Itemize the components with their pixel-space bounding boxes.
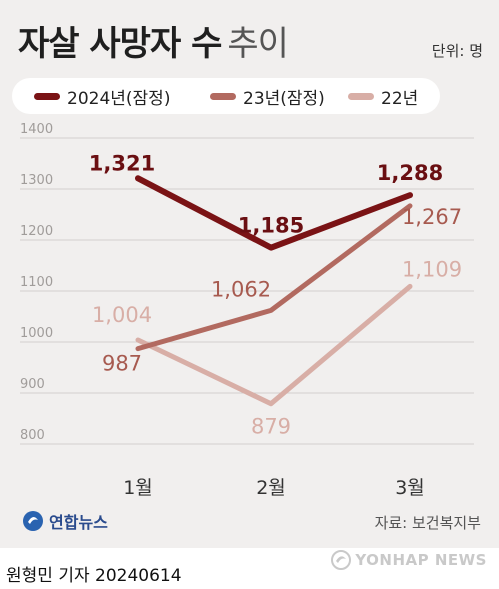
legend-label-2023: 23년(잠정) (243, 88, 325, 109)
x-tick-label: 2월 (256, 477, 286, 499)
legend-label-2024: 2024년(잠정) (67, 88, 171, 109)
agency-brand: 연합뉴스 (22, 509, 108, 533)
agency-name: 연합뉴스 (49, 513, 108, 532)
series-line (135, 283, 413, 407)
data-label: 1,185 (238, 214, 304, 238)
byline: 원형민 기자 20240614 (6, 566, 182, 586)
legend-swatch-2023 (210, 92, 236, 100)
y-tick-label: 1300 (20, 173, 53, 188)
data-label: 1,062 (211, 277, 271, 301)
data-label: 1,109 (402, 257, 462, 281)
watermark-text: YONHAP NEWS (355, 551, 487, 569)
title-text: 자살 사망자 수 (18, 24, 222, 64)
yonhap-logo-icon (23, 511, 43, 531)
legend-item-2022: 22년 (348, 78, 418, 114)
data-label: 1,321 (89, 151, 155, 175)
legend-swatch-2022 (348, 92, 374, 100)
data-label: 1,288 (377, 161, 443, 185)
x-tick-label: 3월 (395, 477, 425, 499)
y-tick-label: 1400 (20, 122, 53, 137)
legend: 2024년(잠정) 23년(잠정) 22년 (12, 78, 440, 114)
data-label: 1,267 (402, 205, 462, 229)
y-tick-label: 1000 (20, 326, 53, 341)
line-chart: 800 900 1000 1100 1200 1300 1400 1월 2월 3월 1,321 1,1… (20, 122, 474, 499)
series-line (135, 175, 413, 251)
legend-item-2024: 2024년(잠정) (34, 78, 170, 114)
y-tick-label: 1200 (20, 224, 53, 239)
y-tick-label: 1100 (20, 275, 53, 290)
data-label: 879 (251, 415, 291, 439)
legend-item-2023: 23년(잠정) (210, 78, 325, 114)
source-label: 자료: 보건복지부 (374, 514, 481, 532)
data-label: 987 (102, 352, 142, 376)
series-line (135, 203, 413, 352)
watermark-logo-icon (331, 550, 352, 570)
legend-swatch-2024 (34, 92, 60, 100)
watermark: YONHAP NEWS (331, 550, 487, 570)
legend-label-2022: 22년 (381, 88, 419, 109)
y-tick-label: 800 (20, 428, 45, 443)
unit-label: 단위: 명 (431, 42, 483, 60)
data-label: 1,004 (92, 303, 152, 327)
x-tick-label: 1월 (123, 477, 153, 499)
y-tick-label: 900 (20, 377, 45, 392)
chart-title: 자살 사망자 수 추이 (18, 16, 289, 65)
title-suffix: 추이 (227, 24, 289, 64)
